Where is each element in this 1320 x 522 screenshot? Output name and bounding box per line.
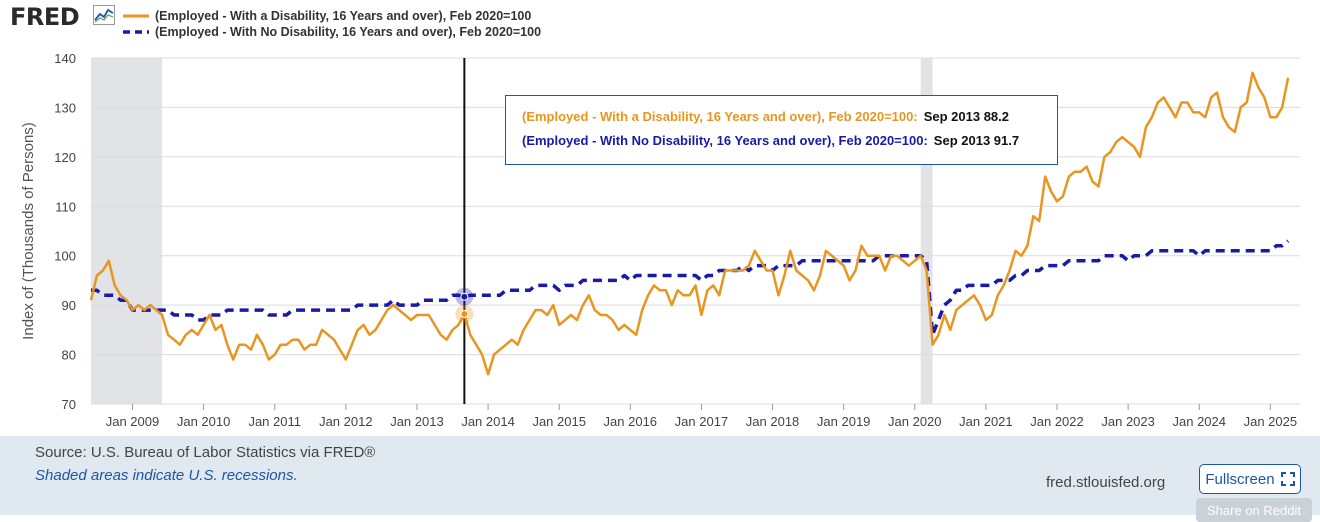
- x-tick-label: Jan 2016: [604, 414, 658, 429]
- chart-header: FRED (Employed - With a Disability, 16 Y…: [0, 0, 1320, 46]
- tooltip-row-no-disability: (Employed - With No Disability, 16 Years…: [522, 133, 1019, 148]
- series-line-no-disability: [91, 239, 1290, 337]
- source-text: Source: U.S. Bureau of Labor Statistics …: [35, 444, 376, 461]
- fullscreen-icon: [1280, 472, 1295, 486]
- line-chart[interactable]: 70 80 90 100 110 120 130 140 Jan 2009 Jan 2010 Ja…: [0, 46, 1320, 436]
- y-tick-label: 70: [62, 397, 76, 412]
- x-tick-label: Jan 2022: [1030, 414, 1084, 429]
- y-axis-label: Index of (Thousands of Persons): [20, 122, 37, 340]
- legend-label-disability: (Employed - With a Disability, 16 Years …: [155, 9, 532, 23]
- legend-swatch-no-disability: [123, 30, 149, 34]
- x-tick-label: Jan 2025: [1244, 414, 1298, 429]
- recession-note: Shaded areas indicate U.S. recessions.: [35, 467, 298, 484]
- legend-item-disability[interactable]: (Employed - With a Disability, 16 Years …: [123, 8, 531, 24]
- recession-band-0: [91, 58, 163, 404]
- tooltip-label-disability: (Employed - With a Disability, 16 Years …: [522, 109, 918, 124]
- tooltip-value-disability: Sep 2013 88.2: [923, 109, 1009, 124]
- legend-item-no-disability[interactable]: (Employed - With No Disability, 16 Years…: [123, 24, 541, 40]
- share-label: Share on Reddit: [1207, 502, 1301, 518]
- site-link[interactable]: fred.stlouisfed.org: [1046, 474, 1166, 491]
- fred-logo[interactable]: FRED: [10, 3, 80, 31]
- legend-swatch-disability: [123, 14, 149, 18]
- tooltip: (Employed - With a Disability, 16 Years …: [505, 95, 1058, 165]
- x-tick-label: Jan 2024: [1173, 414, 1227, 429]
- chart-footer: Source: U.S. Bureau of Labor Statistics …: [0, 436, 1320, 522]
- x-tick-label: Jan 2017: [675, 414, 729, 429]
- y-tick-label: 90: [62, 298, 76, 313]
- x-tick-label: Jan 2012: [319, 414, 373, 429]
- x-tick-label: Jan 2011: [248, 414, 301, 429]
- fullscreen-button[interactable]: Fullscreen: [1199, 464, 1301, 494]
- line-chart-icon: [93, 5, 115, 25]
- x-tick-label: Jan 2015: [532, 414, 586, 429]
- tooltip-row-disability: (Employed - With a Disability, 16 Years …: [522, 109, 1009, 124]
- y-tick-label: 80: [62, 348, 76, 363]
- hover-point-no-disability: [460, 292, 469, 301]
- legend-label-no-disability: (Employed - With No Disability, 16 Years…: [155, 25, 542, 39]
- share-reddit-button[interactable]: Share on Reddit: [1196, 498, 1312, 522]
- x-tick-label: Jan 2020: [888, 414, 942, 429]
- x-tick-label: Jan 2023: [1101, 414, 1155, 429]
- x-tick-label: Jan 2018: [746, 414, 800, 429]
- x-tick-label: Jan 2010: [177, 414, 231, 429]
- tooltip-label-no-disability: (Employed - With No Disability, 16 Years…: [522, 133, 928, 148]
- x-tick-label: Jan 2021: [959, 414, 1013, 429]
- recession-band-1: [920, 58, 933, 404]
- chart-area[interactable]: 70 80 90 100 110 120 130 140 Jan 2009 Jan 2010 Ja…: [0, 46, 1320, 436]
- y-tick-label: 120: [54, 150, 76, 165]
- x-tick-label: Jan 2009: [106, 414, 160, 429]
- y-tick-label: 100: [54, 249, 76, 264]
- y-tick-label: 140: [54, 51, 76, 66]
- hover-point-disability: [460, 310, 469, 319]
- x-tick-label: Jan 2019: [817, 414, 871, 429]
- y-tick-label: 130: [54, 100, 76, 115]
- x-tick-label: Jan 2013: [390, 414, 444, 429]
- fullscreen-label: Fullscreen: [1205, 470, 1275, 488]
- x-tick-label: Jan 2014: [461, 414, 515, 429]
- tooltip-value-no-disability: Sep 2013 91.7: [933, 133, 1020, 148]
- series-line-disability: [89, 71, 1290, 376]
- y-tick-label: 110: [55, 199, 76, 214]
